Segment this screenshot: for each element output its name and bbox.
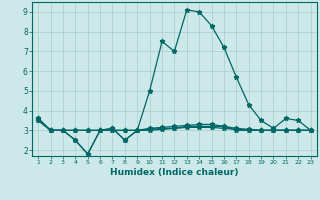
X-axis label: Humidex (Indice chaleur): Humidex (Indice chaleur) (110, 168, 239, 177)
